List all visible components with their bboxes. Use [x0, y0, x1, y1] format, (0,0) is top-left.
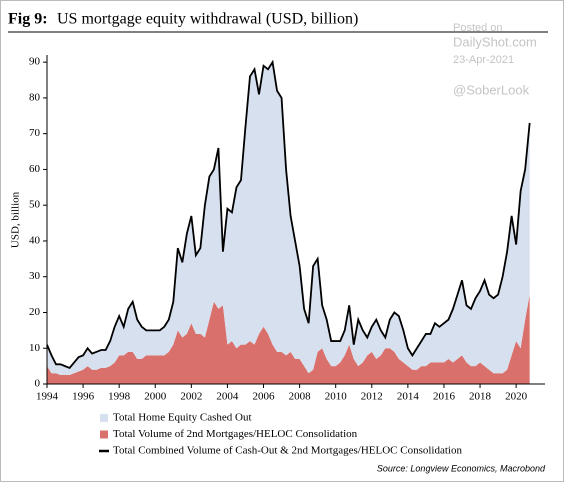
watermark: 23-Apr-2021 [453, 54, 514, 66]
x-tick-label: 1996 [72, 391, 95, 403]
legend-label: Total Home Equity Cashed Out [113, 412, 252, 424]
x-tick-label: 2014 [397, 391, 420, 403]
x-tick-label: 2006 [253, 391, 276, 403]
legend-swatch [100, 430, 108, 439]
y-tick-label: 90 [29, 56, 41, 68]
y-tick-label: 10 [29, 342, 41, 354]
plot: 0 10 20 30 40 50 60 70 80 90 1994 1996 1998 2000 2002 2… [29, 55, 545, 457]
y-tick-label: 80 [29, 91, 41, 103]
y-tick-label: 20 [29, 306, 41, 318]
legend-label: Total Volume of 2nd Mortgages/HELOC Cons… [113, 428, 358, 440]
x-tick-label: 2012 [361, 391, 383, 403]
x-tick-label: 1998 [108, 391, 131, 403]
chart-title: US mortgage equity withdrawal (USD, bill… [57, 11, 358, 28]
x-tick-label: 2004 [216, 391, 239, 403]
x-tick-label: 2002 [180, 391, 202, 403]
area [47, 294, 530, 384]
watermark: DailyShot.com [453, 34, 537, 49]
watermark: Posted on [453, 22, 503, 34]
watermark: @SoberLook [453, 82, 530, 97]
y-tick-label: 40 [29, 234, 41, 246]
y-tick-label: 0 [35, 378, 41, 390]
chart-title-label: Fig 9: [8, 11, 48, 28]
y-tick-label: 30 [29, 270, 41, 282]
x-tick-label: 2016 [433, 391, 456, 403]
y-tick-label: 70 [29, 127, 41, 139]
source: Source: Longview Economics, Macrobond [377, 463, 546, 473]
legend-label: Total Combined Volume of Cash-Out & 2nd … [113, 445, 462, 457]
line [46, 59, 531, 369]
area [47, 62, 530, 376]
legend-swatch [100, 414, 108, 422]
x-tick-label: 1994 [36, 391, 59, 403]
x-tick-label: 2008 [289, 391, 312, 403]
x-tick-label: 2018 [469, 391, 492, 403]
y-tick-label: 50 [29, 199, 41, 211]
y-tick-label: 60 [29, 163, 41, 175]
x-tick-label: 2010 [325, 391, 348, 403]
x-tick-label: 2000 [144, 391, 167, 403]
x-tick-label: 2020 [505, 391, 528, 403]
y-axis-label: USD, billion [10, 191, 22, 248]
